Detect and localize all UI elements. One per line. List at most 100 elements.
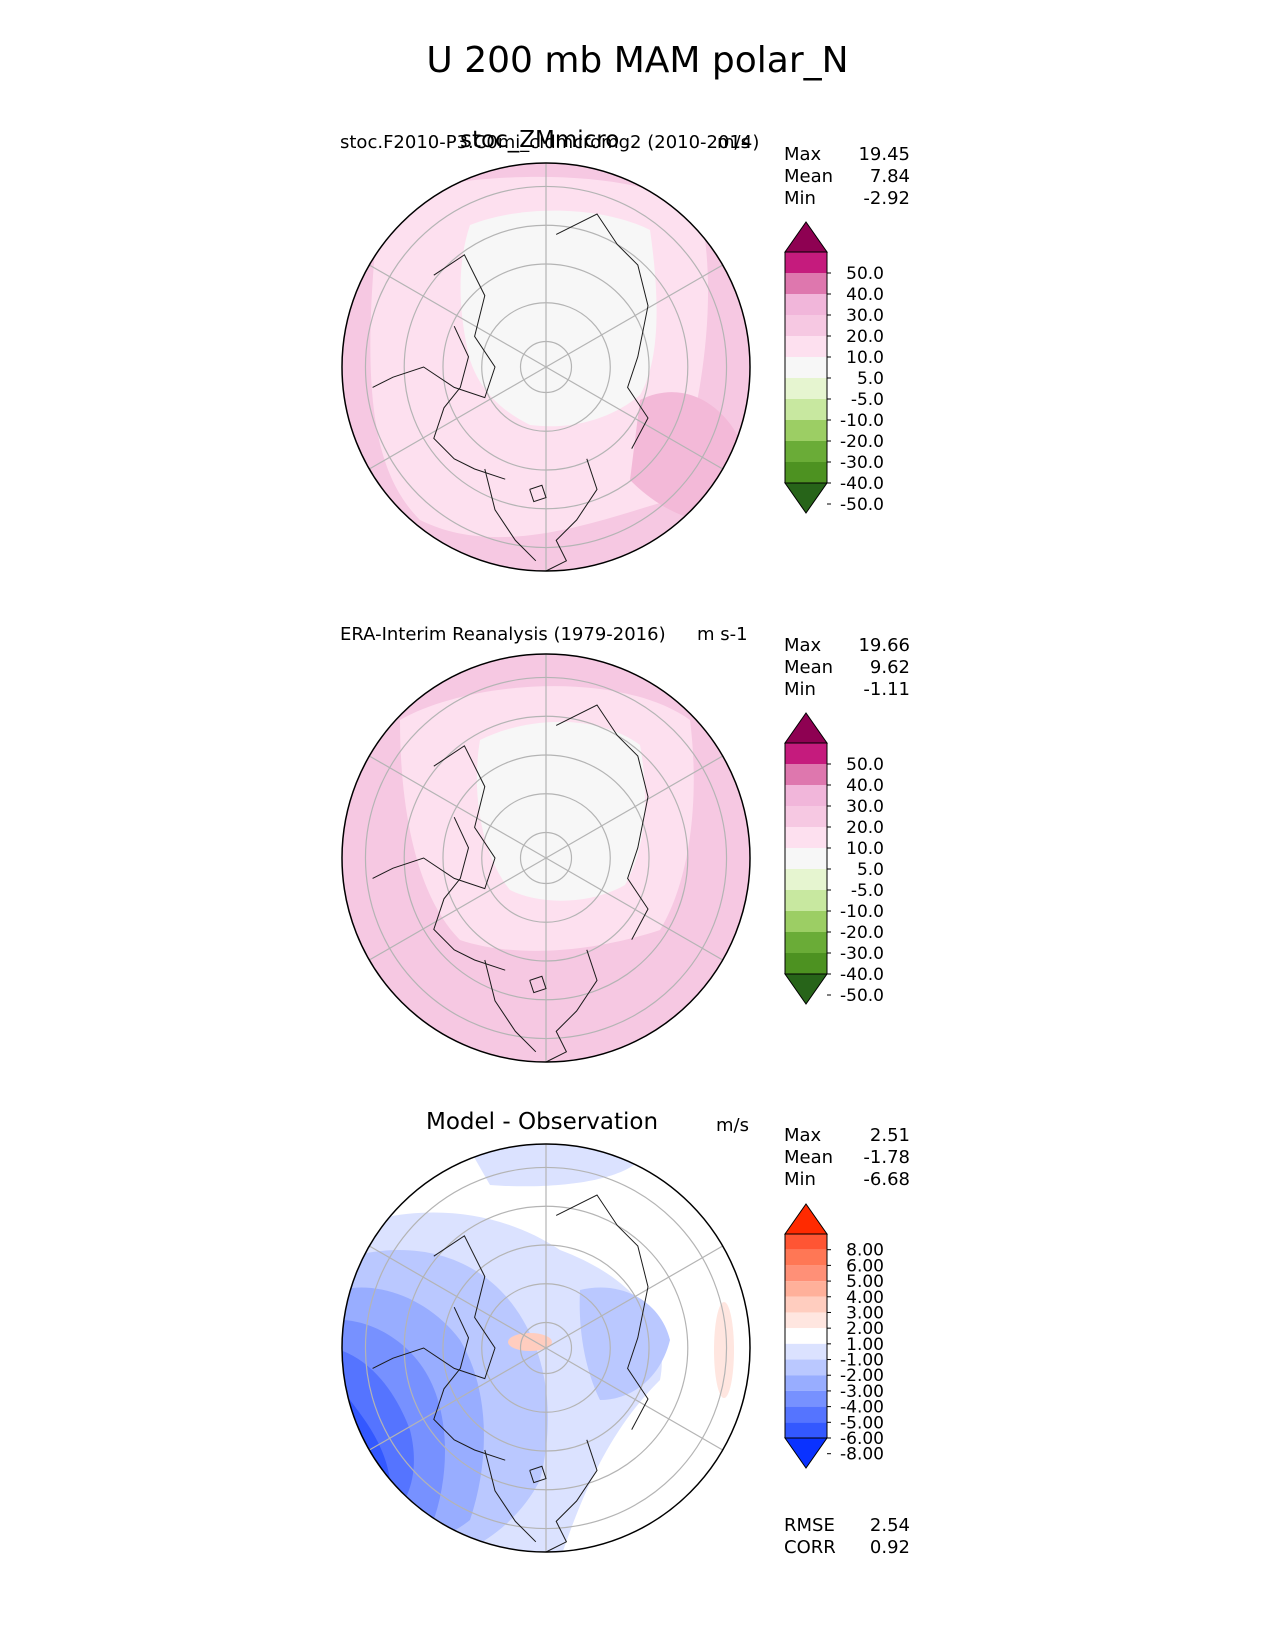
colorbar-segment (785, 743, 827, 764)
colorbar-extend-min (784, 482, 828, 514)
coastline (545, 1439, 598, 1553)
difference-panel-coastlines (372, 1194, 649, 1553)
meridian-line (545, 1245, 723, 1349)
colorbar-segment (785, 1390, 827, 1407)
colorbar-segment (785, 848, 827, 869)
colorbar-segment (785, 932, 827, 953)
colorbar-tick-label: -1.00 (840, 1351, 884, 1371)
colorbar-tick-label: 1.00 (846, 1335, 884, 1355)
meridian-line (545, 755, 723, 859)
test-panel-title: stoc_ZMmicro (460, 127, 620, 153)
reference-mean-value: 9.62 (869, 657, 910, 678)
test-panel-subtitle: stoc.F2010-P3.C0mi_cldmcromg2 (2010-2014… (340, 132, 760, 153)
coastline (555, 704, 649, 940)
reference-panel-graticule (364, 654, 728, 1062)
colorbar-segment (785, 294, 827, 315)
figure-title: U 200 mb MAM polar_N (426, 40, 849, 81)
test-mean-label: Mean (784, 166, 834, 187)
coastline (433, 325, 506, 480)
difference-panel-units: m/s (716, 1115, 749, 1136)
colorbar-tick-label: 6.00 (846, 1256, 884, 1276)
coastline (529, 975, 547, 994)
colorbar-segment (785, 764, 827, 785)
reference-mean-label: Mean (784, 657, 834, 678)
difference-field-pole-positive (508, 1333, 552, 1351)
colorbar-segment (785, 1359, 827, 1376)
difference-max-label: Max (784, 1125, 822, 1146)
colorbar-segment (785, 953, 827, 974)
colorbar-segment (785, 1249, 827, 1266)
colorbar-segment (785, 785, 827, 806)
colorbar-tick-label: 40.0 (846, 285, 884, 305)
colorbar-segment (785, 357, 827, 378)
colorbar-segment (785, 462, 827, 483)
reference-min-value: -1.11 (863, 679, 910, 700)
colorbar-segment (785, 1296, 827, 1313)
colorbar-segment (785, 336, 827, 357)
coastline (484, 1449, 537, 1543)
colorbar-tick-label: 30.0 (846, 797, 884, 817)
colorbar-segment (785, 1281, 827, 1297)
difference-mean-label: Mean (784, 1147, 834, 1168)
colorbar-segment (785, 252, 827, 273)
colorbar-extend-min (784, 1437, 828, 1469)
coastline (545, 949, 598, 1063)
colorbar-segment (785, 806, 827, 827)
difference-field-atlantic-positive (714, 1302, 734, 1398)
colorbar-tick-label: 3.00 (846, 1303, 884, 1323)
coastline (484, 468, 537, 562)
test-max-value: 19.45 (858, 144, 910, 165)
coastline (555, 213, 649, 449)
colorbar-tick-label: 30.0 (846, 306, 884, 326)
colorbar-segment (785, 1328, 827, 1344)
colorbar-segment (785, 1406, 827, 1423)
colorbar-tick-label: -10.0 (840, 411, 884, 431)
coastline (372, 254, 496, 399)
colorbar-tick-label: -30.0 (840, 453, 884, 473)
colorbar-tick-label: -5.0 (851, 390, 884, 410)
meridian-line (545, 1347, 723, 1451)
colorbar-segment (785, 420, 827, 441)
corr-label: CORR (784, 1537, 836, 1558)
colorbar-tick-label: 5.0 (857, 860, 884, 880)
colorbar-extend-max (784, 1203, 828, 1235)
test-map-border (341, 162, 751, 572)
colorbar-segment (785, 1265, 827, 1282)
meridian-line (545, 366, 723, 470)
coastline (555, 1194, 649, 1430)
reference-panel-subtitle: ERA-Interim Reanalysis (1979-2016) (340, 624, 666, 645)
meridian-line (369, 1245, 547, 1349)
colorbar-segment (785, 1312, 827, 1329)
reference-panel-coastlines (372, 704, 649, 1063)
meridian-line (369, 857, 547, 961)
colorbar-segment (785, 869, 827, 890)
difference-max-value: 2.51 (869, 1125, 910, 1146)
reference-map-border (341, 653, 751, 1063)
difference-panel-title: Model - Observation (426, 1109, 659, 1135)
colorbar-tick-label: 10.0 (846, 839, 884, 859)
colorbar-extend-min (784, 973, 828, 1005)
coastline (529, 1465, 547, 1484)
colorbar-tick-label: 5.00 (846, 1272, 884, 1292)
colorbar-segment (785, 273, 827, 294)
colorbar-tick-label: 40.0 (846, 776, 884, 796)
corr-value: 0.92 (869, 1537, 910, 1558)
colorbar-tick-label: -20.0 (840, 432, 884, 452)
colorbar-tick-label: 50.0 (846, 755, 884, 775)
colorbar-tick-label: 50.0 (846, 264, 884, 284)
colorbar-tick-label: 8.00 (846, 1241, 884, 1261)
colorbar-tick-label: -6.00 (840, 1429, 884, 1449)
test-panel-units: m/s (717, 132, 750, 153)
colorbar-extend-max (784, 712, 828, 744)
colorbar-segment (785, 441, 827, 462)
colorbar-tick-label: -3.00 (840, 1382, 884, 1402)
colorbar-segment (785, 399, 827, 420)
difference-min-label: Min (784, 1169, 816, 1190)
colorbar-extend-max (784, 221, 828, 253)
colorbar-tick-label: -30.0 (840, 944, 884, 964)
coastline (545, 458, 598, 572)
colorbar-tick-label: -50.0 (840, 495, 884, 515)
colorbar-tick-label: -8.00 (840, 1445, 884, 1465)
colorbar-segment (785, 1343, 827, 1360)
test-panel-colorbar: 50.040.030.020.010.05.0-5.0-10.0-20.0-30… (784, 221, 884, 515)
